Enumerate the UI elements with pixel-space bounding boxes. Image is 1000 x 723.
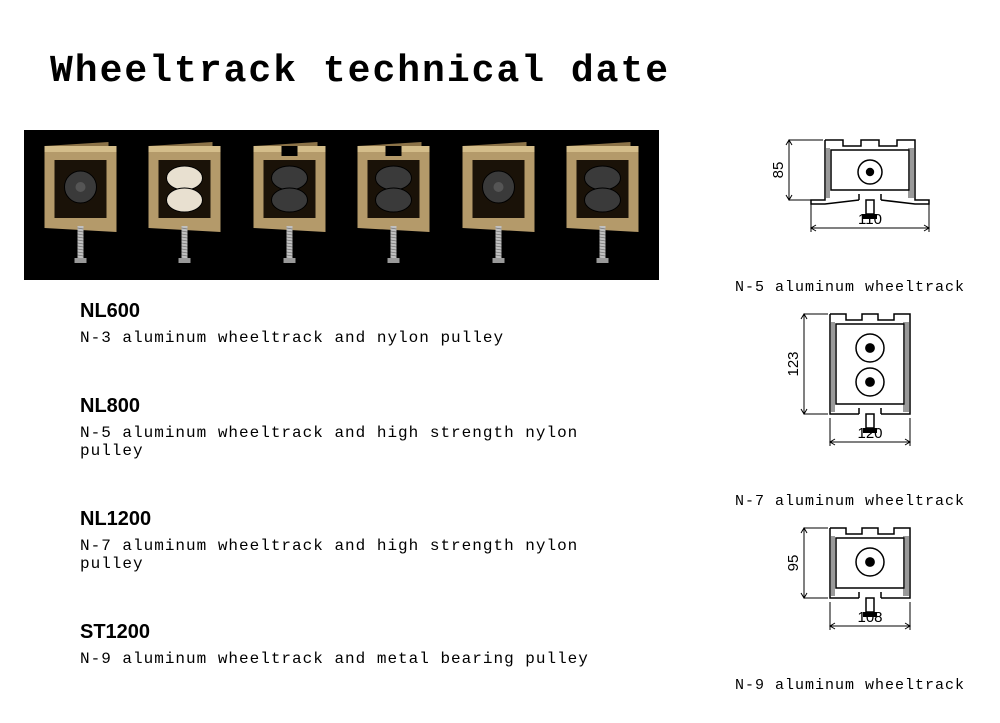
spec-desc: N-3 aluminum wheeltrack and nylon pulley [80, 329, 640, 347]
spec-item: NL800 N-5 aluminum wheeltrack and high s… [80, 395, 640, 460]
diagram-column: 85 110 N-5 aluminum wheeltrack 123 120 N-7 al… [730, 130, 970, 702]
spec-model: ST1200 [80, 621, 640, 644]
spec-item: NL1200 N-7 aluminum wheeltrack and high … [80, 508, 640, 573]
spec-desc: N-9 aluminum wheeltrack and metal bearin… [80, 650, 640, 668]
spec-item: NL600 N-3 aluminum wheeltrack and nylon … [80, 300, 640, 347]
dim-width: 108 [857, 609, 882, 626]
dim-height: 95 [785, 555, 802, 572]
product-photo [555, 140, 650, 270]
product-photo [346, 140, 441, 270]
cross-section-diagram: 123 120 N-7 aluminum wheeltrack [730, 304, 970, 510]
spec-desc: N-7 aluminum wheeltrack and high strengt… [80, 537, 640, 573]
dim-height: 123 [785, 351, 802, 376]
product-photo [137, 140, 232, 270]
product-photo [451, 140, 546, 270]
cross-section-diagram: 95 108 N-9 aluminum wheeltrack [730, 518, 970, 694]
spec-item: ST1200 N-9 aluminum wheeltrack and metal… [80, 621, 640, 668]
cross-section-diagram: 85 110 N-5 aluminum wheeltrack [730, 130, 970, 296]
diagram-caption: N-5 aluminum wheeltrack [730, 279, 970, 296]
spec-model: NL1200 [80, 508, 640, 531]
diagram-caption: N-7 aluminum wheeltrack [730, 493, 970, 510]
dim-width: 110 [858, 211, 882, 228]
spec-desc: N-5 aluminum wheeltrack and high strengt… [80, 424, 640, 460]
spec-model: NL600 [80, 300, 640, 323]
page-title: Wheeltrack technical date [50, 50, 670, 93]
spec-model: NL800 [80, 395, 640, 418]
product-photo [242, 140, 337, 270]
dim-height: 85 [770, 162, 787, 179]
spec-list: NL600 N-3 aluminum wheeltrack and nylon … [80, 300, 640, 716]
dim-width: 120 [857, 425, 882, 442]
diagram-caption: N-9 aluminum wheeltrack [730, 677, 970, 694]
product-photo [33, 140, 128, 270]
product-photo-strip [24, 130, 659, 280]
